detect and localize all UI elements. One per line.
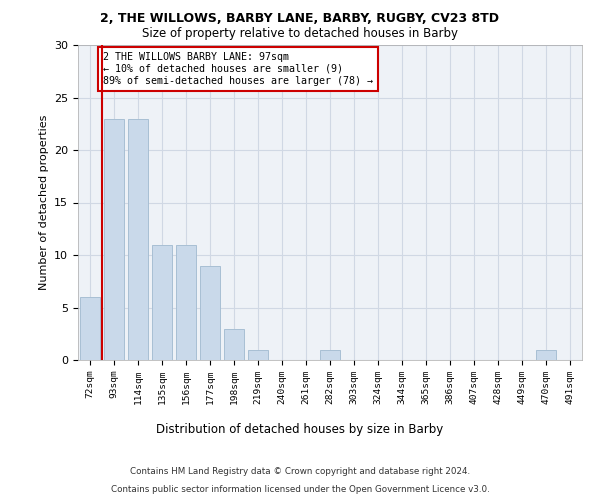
Y-axis label: Number of detached properties: Number of detached properties [38, 115, 49, 290]
Bar [128, 118, 148, 360]
Text: 2 THE WILLOWS BARBY LANE: 97sqm
← 10% of detached houses are smaller (9)
89% of : 2 THE WILLOWS BARBY LANE: 97sqm ← 10% of… [103, 52, 373, 86]
Bar [104, 118, 124, 360]
Bar [80, 297, 100, 360]
Bar [320, 350, 340, 360]
Bar [248, 350, 268, 360]
Bar [176, 244, 196, 360]
Bar [200, 266, 220, 360]
Bar [152, 244, 172, 360]
Bar [536, 350, 556, 360]
Text: Size of property relative to detached houses in Barby: Size of property relative to detached ho… [142, 28, 458, 40]
Text: Contains HM Land Registry data © Crown copyright and database right 2024.: Contains HM Land Registry data © Crown c… [130, 468, 470, 476]
Text: Distribution of detached houses by size in Barby: Distribution of detached houses by size … [157, 422, 443, 436]
Text: 2, THE WILLOWS, BARBY LANE, BARBY, RUGBY, CV23 8TD: 2, THE WILLOWS, BARBY LANE, BARBY, RUGBY… [101, 12, 499, 26]
Bar [224, 328, 244, 360]
Text: Contains public sector information licensed under the Open Government Licence v3: Contains public sector information licen… [110, 485, 490, 494]
